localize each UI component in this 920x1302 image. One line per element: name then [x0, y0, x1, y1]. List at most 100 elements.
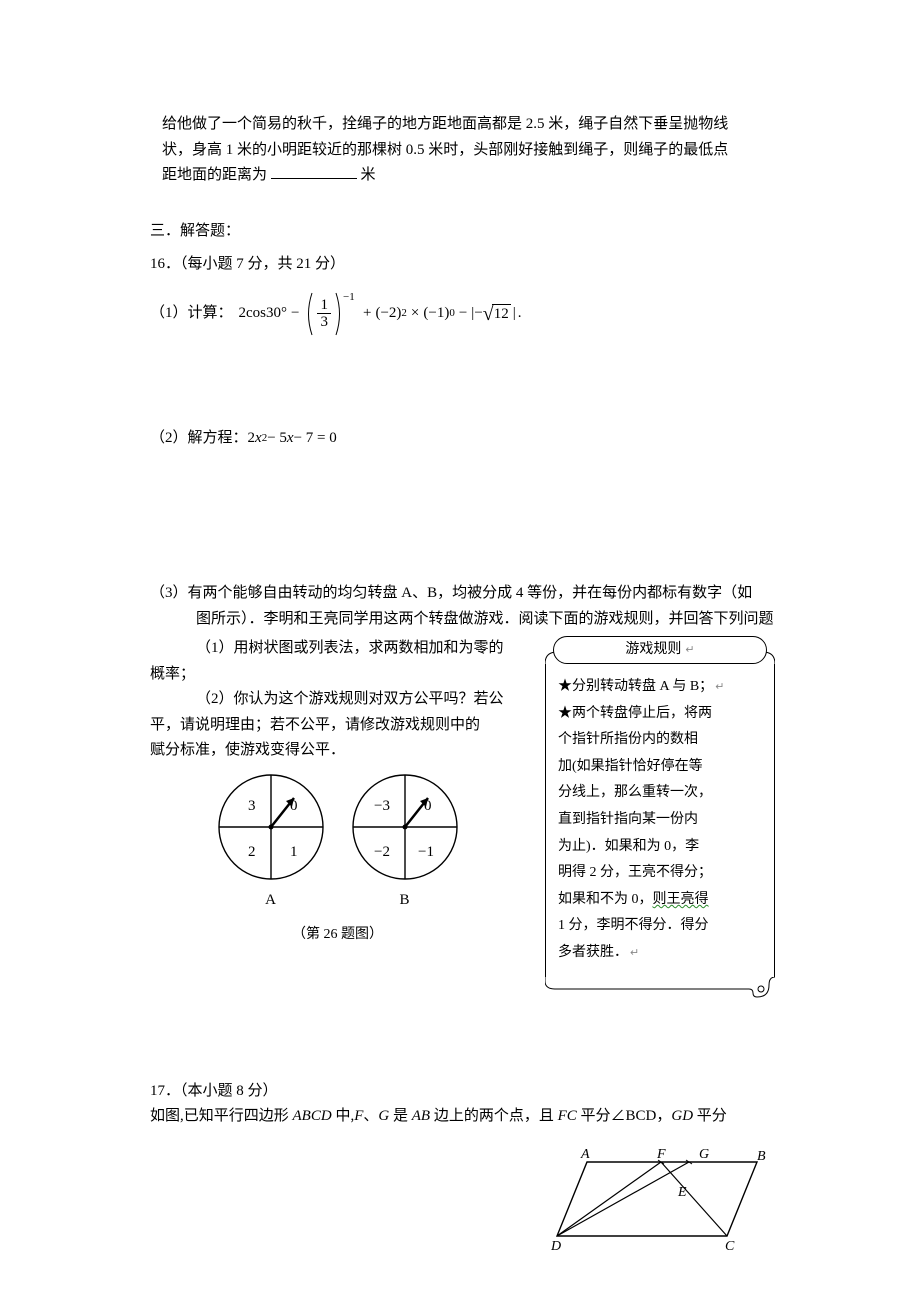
q16-3-sub2a: （2）你认为这个游戏规则对双方公平吗？若公 — [150, 687, 525, 713]
q16-1-frac: 1 3 — [317, 297, 331, 331]
rl6: 直到指针指向某一份内 — [558, 807, 764, 834]
q17-f: F — [354, 1108, 363, 1124]
q17-body: 如图,已知平行四边形 ABCD 中,F、G 是 AB 边上的两个点，且 FC 平… — [150, 1104, 775, 1130]
b-br: −1 — [418, 844, 434, 860]
plus: + — [363, 301, 371, 327]
return-icon: ↵ — [685, 641, 694, 660]
q16-3-sub2b: 平，请说明理由；若不公平，请修改游戏规则中的 — [150, 713, 525, 739]
q17-figure: A B C D E F G — [150, 1144, 775, 1254]
q16-caption: （第 26 题图） — [150, 923, 525, 947]
neg1: (−1) — [423, 301, 449, 327]
scroll-bottom-icon — [545, 977, 775, 999]
rl7: 为止)．如果和为 0，李 — [558, 834, 764, 861]
b-tl: −3 — [374, 798, 390, 814]
q17-abcd: ABCD — [293, 1108, 332, 1124]
abs-close: | — [513, 301, 516, 327]
a-bl: 2 — [248, 844, 256, 860]
svg-text:E: E — [677, 1185, 687, 1200]
q16-3-sub2c: 赋分标准，使游戏变得公平． — [150, 738, 525, 764]
parallelogram-icon: A B C D E F G — [551, 1144, 771, 1254]
q17-head: 17．（本小题 8 分） — [150, 1079, 775, 1105]
q16-3-sub1a: （1）用树状图或列表法，求两数相加和为零的 — [150, 636, 525, 662]
frac-num: 1 — [317, 297, 331, 315]
rl2: ★两个转盘停止后，将两 — [558, 701, 764, 728]
rules-title-text: 游戏规则 — [625, 638, 681, 662]
b-bl: −2 — [374, 844, 390, 860]
q17-sep: 、 — [363, 1108, 378, 1124]
q17-fc: FC — [558, 1108, 577, 1124]
neg-sign: − — [474, 301, 482, 327]
svg-text:G: G — [699, 1147, 709, 1162]
sqrt-arg: 12 — [492, 304, 511, 323]
page-content: 给他做了一个简易的秋千，拴绳子的地方距地面高都是 2.5 米，绳子自然下垂呈抛物… — [0, 0, 920, 1254]
svg-text:A: A — [580, 1147, 590, 1162]
q16-3-sub1b: 概率； — [150, 662, 525, 688]
rl9: 如果和不为 0，则王亮得 — [558, 887, 764, 914]
spinner-b: −3 0 −2 −1 B — [350, 772, 460, 914]
svg-text:C: C — [725, 1239, 735, 1254]
q17-f2: 平分 — [693, 1108, 727, 1124]
spinner-a: 3 0 2 1 A — [216, 772, 326, 914]
q16-2-label: （2）解方程： — [150, 426, 248, 452]
q16-1-minus: − — [291, 301, 299, 327]
times: × — [411, 301, 419, 327]
rl5: 分线上，那么重转一次， — [558, 780, 764, 807]
q17-gd: GD — [671, 1108, 693, 1124]
rules-bottom — [545, 977, 775, 999]
rl9a: 如果和不为 0， — [558, 892, 653, 907]
q17-d: 边上的两个点，且 — [430, 1108, 558, 1124]
q17-ab: AB — [412, 1108, 430, 1124]
exp-neg1: −1 — [343, 288, 355, 307]
intro-l1: 给他做了一个简易的秋千，拴绳子的地方距地面高都是 2.5 米，绳子自然下垂呈抛物… — [162, 116, 728, 132]
q17-b: 中, — [332, 1108, 355, 1124]
q16-head: 16．（每小题 7 分，共 21 分） — [150, 252, 775, 278]
section3-title: 三．解答题： — [150, 219, 775, 245]
intro-l3b: 米 — [361, 167, 376, 183]
q17-e: 平分∠BCD， — [577, 1108, 672, 1124]
q17-g: G — [378, 1108, 389, 1124]
period: . — [518, 301, 522, 327]
rl3: 个指针所指份内的数相 — [558, 727, 764, 754]
spinner-a-icon: 3 0 2 1 — [216, 772, 326, 882]
spinner-a-label: A — [265, 888, 276, 914]
q17-c: 是 — [389, 1108, 412, 1124]
frac-den: 3 — [317, 314, 331, 331]
rules-box: 游戏规则 ↵ ★分别转动转盘 A 与 B；↵ ★两个转盘停止后，将两 个指针所指… — [545, 636, 775, 999]
eq-mid: − 5 — [267, 426, 287, 452]
minus2: − — [459, 301, 467, 327]
return-icon: ↵ — [630, 947, 639, 959]
a-br: 1 — [290, 844, 298, 860]
q16-3-l2: 图所示）．李明和王亮同学用这两个转盘做游戏．阅读下面的游戏规则，并回答下列问题 — [150, 607, 775, 633]
rules-content: ★分别转动转盘 A 与 B；↵ ★两个转盘停止后，将两 个指针所指份内的数相 加… — [545, 664, 775, 977]
rl8: 明得 2 分，王亮不得分； — [558, 860, 764, 887]
q16-3-body: （1）用树状图或列表法，求两数相加和为零的 概率； （2）你认为这个游戏规则对双… — [150, 636, 775, 999]
rl9b: 则王亮得 — [653, 892, 709, 907]
intro-l2: 状，身高 1 米的小明距较近的那棵树 0.5 米时，头部刚好接触到绳子，则绳子的… — [162, 142, 728, 158]
spinner-b-label: B — [399, 888, 409, 914]
paren-left — [304, 292, 314, 336]
paren-right: −1 — [334, 292, 344, 336]
zero: 0 — [449, 304, 455, 323]
q16-1-label: （1）计算： — [150, 301, 233, 327]
q16-part3: （3）有两个能够自由转动的均匀转盘 A、B，均被分成 4 等份，并在每份内都标有… — [150, 581, 775, 999]
eq-2: 2 — [248, 426, 256, 452]
intro-blank — [271, 164, 357, 179]
q16-1-cos: 2cos30° — [239, 301, 288, 327]
q16-part2: （2）解方程： 2x2 − 5x − 7 = 0 — [150, 426, 775, 452]
svg-text:B: B — [757, 1149, 766, 1164]
rl11: 多者获胜． — [558, 945, 628, 960]
rl4: 加(如果指针恰好停在等 — [558, 754, 764, 781]
rl10: 1 分，李明不得分．得分 — [558, 913, 764, 940]
svg-text:D: D — [551, 1239, 561, 1254]
rules-title: 游戏规则 ↵ — [553, 636, 767, 664]
svg-text:F: F — [656, 1147, 666, 1162]
q17-a: 如图,已知平行四边形 — [150, 1108, 293, 1124]
intro-continuation: 给他做了一个简易的秋千，拴绳子的地方距地面高都是 2.5 米，绳子自然下垂呈抛物… — [150, 112, 775, 189]
paren-left-icon — [304, 292, 314, 336]
q16-part1: （1）计算： 2cos30° − 1 3 −1 + (−2)2 × (−1)0 … — [150, 292, 775, 336]
spinners: 3 0 2 1 A — [150, 772, 525, 947]
intro-l3a: 距地面的距离为 — [162, 167, 267, 183]
eq-tail: − 7 = 0 — [294, 426, 337, 452]
q16-3-left: （1）用树状图或列表法，求两数相加和为零的 概率； （2）你认为这个游戏规则对双… — [150, 636, 525, 947]
sq2: 2 — [401, 304, 407, 323]
